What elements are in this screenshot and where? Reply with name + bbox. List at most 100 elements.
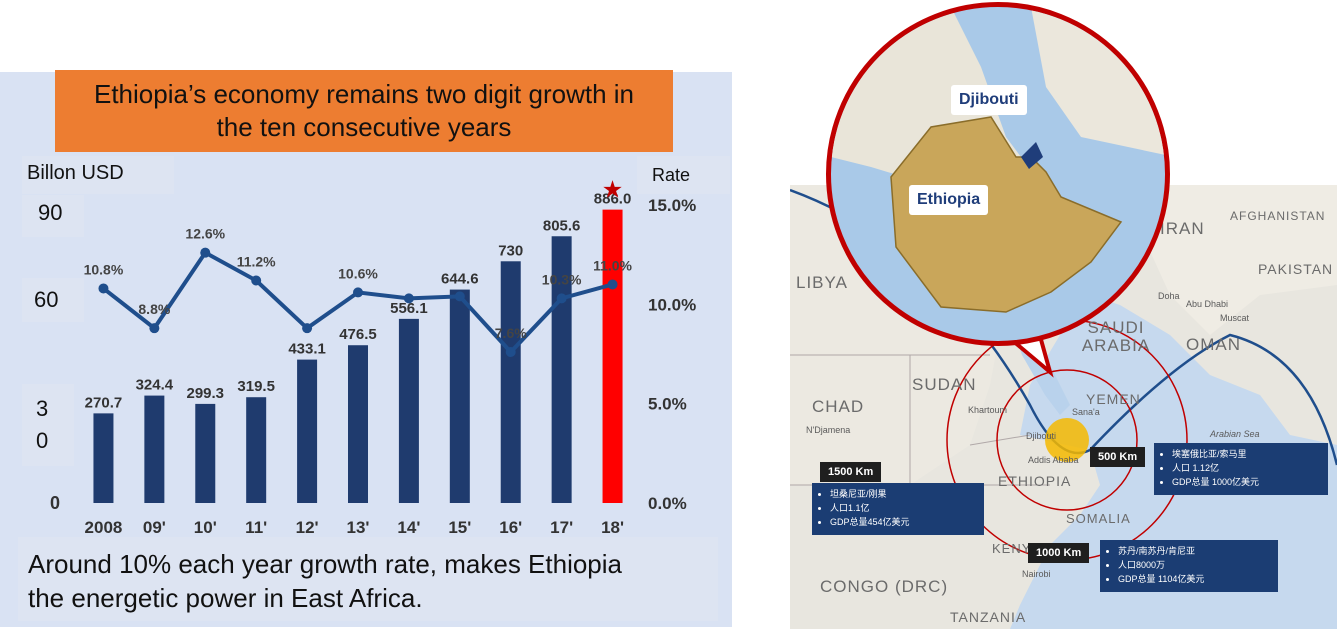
growth-rate-point-0 <box>98 283 109 294</box>
range-1000-item-2: 人口8000万 <box>1118 558 1272 572</box>
x-tick-label-1: 09' <box>143 518 166 537</box>
map-label-somalia: SOMALIA <box>1066 511 1131 526</box>
map-label-libya: LIBYA <box>796 273 848 292</box>
map-label-ethiopia: ETHIOPIA <box>998 473 1072 489</box>
bar-value-label-10: 886.0 <box>594 191 632 208</box>
range-1500-label: 1500 Km <box>820 462 882 482</box>
bar-value-label-0: 270.7 <box>85 394 123 411</box>
range-500-item-3: GDP总量 1000亿美元 <box>1172 475 1322 489</box>
chart-title-banner: Ethiopia’s economy remains two digit gro… <box>55 70 673 152</box>
growth-rate-label-1: 8.8% <box>138 301 170 317</box>
x-tick-label-5: 13' <box>347 518 370 537</box>
x-tick-label-3: 11' <box>245 518 267 537</box>
map-city-nairobi: Nairobi <box>1022 569 1051 579</box>
bar-1 <box>144 395 165 503</box>
range-500-item-2: 人口 1.12亿 <box>1172 461 1322 475</box>
growth-rate-label-5: 10.6% <box>338 265 378 281</box>
map-label-afghanistan: AFGHANISTAN <box>1230 209 1326 223</box>
map-city-sanaa: Sana'a <box>1072 407 1100 417</box>
range-1000-item-3: GDP总量 1104亿美元 <box>1118 572 1272 586</box>
x-tick-label-9: 17' <box>550 518 573 537</box>
y-left-label-60: 60 <box>22 278 84 322</box>
x-tick-label-0: 2008 <box>85 518 123 537</box>
growth-rate-point-9 <box>556 293 567 304</box>
range-500-label: 500 Km <box>1090 447 1146 467</box>
map-label-pakistan: PAKISTAN <box>1258 261 1334 277</box>
growth-rate-point-2 <box>200 247 211 258</box>
y-right-label-2: 5.0% <box>648 395 687 414</box>
inset-map <box>831 7 1165 313</box>
bar-value-label-2: 299.3 <box>186 385 224 402</box>
range-500-info: 埃塞俄比亚/索马里 人口 1.12亿 GDP总量 1000亿美元 <box>1154 443 1328 495</box>
y-left-label-30-b: 0 <box>36 428 49 453</box>
footer-line-2: the energetic power in East Africa. <box>28 583 423 613</box>
growth-rate-point-7 <box>454 291 465 302</box>
map-city-muscat: Muscat <box>1220 313 1250 323</box>
banner-line-1: Ethiopia’s economy remains two digit gro… <box>93 79 634 109</box>
inset-callout-djibouti: Djibouti <box>951 85 1027 115</box>
x-tick-label-4: 12' <box>296 518 319 537</box>
map-city-doha: Doha <box>1158 291 1180 301</box>
map-label-congo: CONGO (DRC) <box>820 577 949 596</box>
bar-value-label-6: 556.1 <box>390 300 428 317</box>
x-tick-label-7: 15' <box>448 518 471 537</box>
bar-8 <box>500 261 521 503</box>
y-left-label-30: 3 0 <box>22 384 74 466</box>
map-city-ndjamena: N'Djamena <box>806 425 851 435</box>
bar-value-label-5: 476.5 <box>339 326 377 343</box>
bar-value-label-7: 644.6 <box>441 271 479 288</box>
range-1500-item-1: 坦桑尼亚/刚果 <box>830 487 978 501</box>
range-1500-item-3: GDP总量454亿美元 <box>830 515 978 529</box>
growth-rate-label-10: 11.0% <box>593 257 632 273</box>
bar-value-label-8: 730 <box>498 242 523 259</box>
growth-rate-point-6 <box>403 293 414 304</box>
x-tick-label-8: 16' <box>499 518 522 537</box>
growth-rate-label-2: 12.6% <box>185 226 225 242</box>
growth-rate-point-4 <box>302 323 313 334</box>
inset-magnifier: Djibouti Ethiopia <box>826 2 1170 346</box>
range-1000-info: 苏丹/南苏丹/肯尼亚 人口8000万 GDP总量 1104亿美元 <box>1100 540 1278 592</box>
map-city-khartoum: Khartoum <box>968 405 1008 415</box>
x-tick-label-6: 14' <box>397 518 420 537</box>
left-axis-unit: Billon USD <box>22 156 174 194</box>
bar-0 <box>93 413 114 503</box>
map-label-tanzania: TANZANIA <box>950 609 1027 625</box>
bar-4 <box>297 359 318 503</box>
range-1500-item-2: 人口1.1亿 <box>830 501 978 515</box>
map-label-saudi-arabia: SAUDI ARABIA <box>1081 318 1151 355</box>
map-label-sudan: SUDAN <box>912 375 977 394</box>
map-label-iran: IRAN <box>1160 219 1205 238</box>
bar-value-label-3: 319.5 <box>237 378 275 395</box>
range-1000-item-1: 苏丹/南苏丹/肯尼亚 <box>1118 544 1272 558</box>
growth-rate-label-9: 10.3% <box>542 271 582 287</box>
bar-7 <box>449 289 470 503</box>
growth-rate-point-10 <box>607 279 618 290</box>
range-500-item-1: 埃塞俄比亚/索马里 <box>1172 447 1322 461</box>
y-left-label-0: 0 <box>50 493 60 513</box>
growth-rate-point-1 <box>149 323 160 334</box>
x-tick-label-2: 10' <box>194 518 217 537</box>
growth-rate-label-3: 11.2% <box>237 253 276 269</box>
inset-callout-ethiopia: Ethiopia <box>909 185 989 215</box>
footer-line-1: Around 10% each year growth rate, makes … <box>28 549 623 579</box>
map-label-yemen: YEMEN <box>1086 391 1141 407</box>
growth-rate-label-8: 7.6% <box>495 325 527 341</box>
range-1500-info: 坦桑尼亚/刚果 人口1.1亿 GDP总量454亿美元 <box>812 483 984 535</box>
map-city-abu-dhabi: Abu Dhabi <box>1186 299 1229 309</box>
y-left-label-30-a: 3 <box>36 396 49 421</box>
bar-value-label-1: 324.4 <box>136 377 174 394</box>
map-city-djibouti: Djibouti <box>1026 431 1057 441</box>
growth-rate-label-0: 10.8% <box>84 261 124 277</box>
y-left-label-90: 90 <box>22 195 84 237</box>
bar-5 <box>348 345 368 503</box>
bar-value-label-9: 805.6 <box>543 217 581 234</box>
bar-6 <box>398 318 419 503</box>
map-label-kenya: KENYA <box>992 541 1041 556</box>
range-1000-label: 1000 Km <box>1028 543 1090 563</box>
right-axis-unit: Rate <box>637 156 730 194</box>
growth-chart: 270.7 2008 324.4 09' 299.3 10' 319.5 11' 433.1 12… <box>50 176 696 537</box>
growth-rate-point-5 <box>353 287 363 298</box>
banner-line-2: the ten consecutive years <box>216 112 512 142</box>
y-right-label-0: 15.0% <box>648 196 696 215</box>
growth-rate-point-3 <box>251 275 262 286</box>
